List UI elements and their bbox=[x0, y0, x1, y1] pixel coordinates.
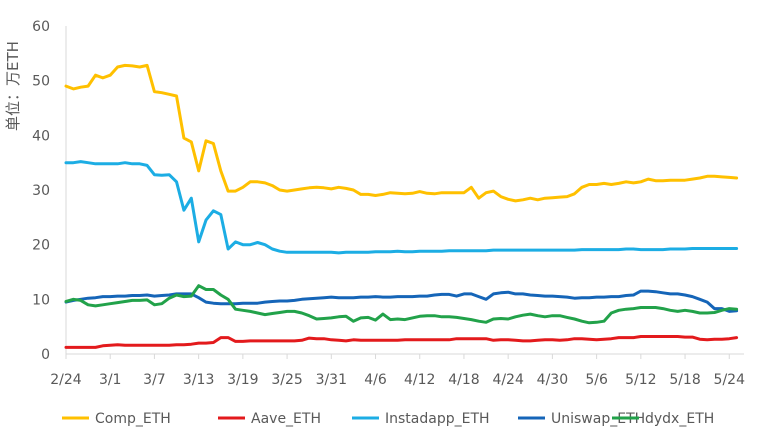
x-tick-label: 4/24 bbox=[492, 372, 524, 388]
y-tick-label: 30 bbox=[32, 183, 50, 199]
y-tick-label: 20 bbox=[32, 238, 50, 254]
legend-label-comp-eth: Comp_ETH bbox=[95, 411, 171, 427]
x-tick-label: 3/7 bbox=[143, 372, 166, 388]
legend-label-uniswap-eth: Uniswap_ETH bbox=[551, 411, 645, 427]
y-tick-label: 0 bbox=[41, 347, 50, 363]
series-layer bbox=[64, 63, 739, 349]
legend-label-dydx-eth: dydx_ETH bbox=[645, 411, 714, 427]
x-tick-label: 5/6 bbox=[585, 372, 608, 388]
y-tick-label: 60 bbox=[32, 19, 50, 35]
x-tick-label: 4/30 bbox=[537, 372, 568, 388]
series-line-dydx-eth bbox=[64, 284, 739, 325]
x-tick-label: 4/18 bbox=[448, 372, 479, 388]
x-tick-label: 3/13 bbox=[183, 372, 214, 388]
series-line-instadapp-eth bbox=[64, 160, 739, 255]
y-tick-label: 50 bbox=[32, 74, 50, 90]
series-line-comp-eth bbox=[64, 63, 739, 203]
y-axis-label: 单位：万ETH bbox=[4, 41, 22, 131]
legend-label-instadapp-eth: Instadapp_ETH bbox=[385, 411, 490, 427]
y-tick-label: 40 bbox=[32, 128, 50, 144]
x-tick-label: 2/24 bbox=[50, 372, 82, 388]
legend-label-aave-eth: Aave_ETH bbox=[251, 411, 321, 427]
x-tick-label: 4/12 bbox=[404, 372, 435, 388]
y-tick-label: 10 bbox=[32, 292, 50, 308]
series-line-aave-eth bbox=[64, 335, 739, 349]
legend: Comp_ETH Aave_ETH Instadapp_ETH Uniswap_ETH… bbox=[62, 411, 714, 427]
x-tick-label: 3/19 bbox=[227, 372, 258, 388]
x-tick-label: 5/24 bbox=[714, 372, 746, 388]
x-tick-label: 3/25 bbox=[271, 372, 302, 388]
axes-layer: 0 10 20 30 40 50 60 2/24 3/1 3/7 3/13 3/19 3/25 3/31 4… bbox=[32, 19, 745, 388]
x-tick-label: 5/12 bbox=[625, 372, 656, 388]
x-tick-label: 3/1 bbox=[99, 372, 122, 388]
x-tick-label: 5/18 bbox=[669, 372, 700, 388]
x-tick-label: 3/31 bbox=[316, 372, 347, 388]
x-tick-label: 4/6 bbox=[364, 372, 387, 388]
